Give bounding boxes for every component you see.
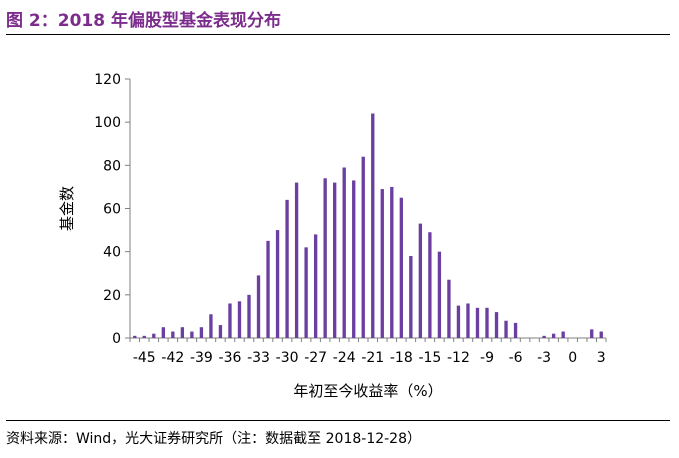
y-tick-label: 20: [103, 288, 121, 304]
bar: [513, 322, 518, 338]
bar: [447, 279, 451, 338]
bar: [590, 329, 594, 338]
x-tick-label: -30: [276, 350, 299, 366]
bar: [333, 182, 337, 338]
bar: [237, 301, 242, 338]
bar: [152, 333, 156, 338]
bar: [475, 307, 480, 338]
bar: [466, 303, 470, 338]
y-axis-label: 基金数: [58, 186, 76, 231]
title-divider: [6, 34, 670, 35]
bar: [561, 331, 565, 338]
bar: [380, 189, 384, 338]
x-tick-label: -12: [447, 350, 470, 366]
x-tick-label: -3: [537, 350, 551, 366]
y-tick-label: 80: [103, 158, 121, 174]
x-tick-label: -15: [418, 350, 441, 366]
y-tick-label: 100: [94, 115, 121, 131]
bar: [228, 303, 232, 338]
bar: [275, 230, 280, 338]
bar: [352, 180, 356, 338]
x-tick-label: -21: [361, 350, 384, 366]
bar: [304, 247, 308, 338]
x-tick-label: -42: [161, 350, 184, 366]
bar: [456, 305, 461, 338]
x-axis-label: 年初至今收益率（%）: [293, 382, 442, 400]
bar: [171, 331, 175, 338]
x-tick-label: -24: [333, 350, 356, 366]
y-tick-label: 60: [103, 202, 121, 218]
bar: [494, 312, 499, 338]
bar: [209, 314, 213, 338]
x-tick-label: -6: [509, 350, 523, 366]
bar: [485, 307, 489, 338]
x-tick-label: -18: [390, 350, 413, 366]
bar: [542, 335, 546, 338]
bar: [390, 186, 394, 338]
bar: [218, 325, 223, 338]
bar: [551, 333, 556, 338]
y-tick-label: 120: [94, 72, 121, 88]
bar: [323, 178, 327, 338]
x-tick-label: -36: [219, 350, 242, 366]
bar: [313, 234, 318, 338]
bar: [399, 197, 403, 338]
x-tick-label: -27: [304, 350, 327, 366]
y-tick-label: 0: [112, 331, 121, 347]
x-tick-label: -9: [480, 350, 494, 366]
y-tick-label: 40: [103, 245, 121, 261]
chart-title: 图 2：2018 年偏股型基金表现分布: [6, 11, 281, 31]
bar: [504, 320, 508, 338]
bar: [190, 331, 194, 338]
x-tick-label: -33: [247, 350, 270, 366]
bar: [161, 327, 165, 338]
source-divider: [6, 420, 670, 421]
x-tick-label: 0: [568, 350, 577, 366]
bar: [180, 327, 185, 338]
x-tick-label: -39: [190, 350, 213, 366]
bar: [256, 275, 261, 338]
bar: [409, 255, 413, 338]
bar: [142, 335, 146, 338]
x-tick-label: -45: [133, 350, 156, 366]
bar: [342, 167, 346, 338]
bar: [199, 327, 204, 338]
bar: [247, 294, 251, 338]
bar: [294, 182, 299, 338]
bar: [371, 113, 375, 339]
bar: [361, 156, 365, 338]
bar: [285, 199, 289, 338]
bar: [266, 240, 270, 338]
bar: [599, 331, 603, 338]
bar: [428, 232, 432, 338]
bar: [133, 335, 137, 338]
bar: [418, 223, 423, 338]
x-tick-label: 3: [597, 350, 606, 366]
bar: [437, 251, 442, 338]
source-note: 资料来源：Wind，光大证券研究所（注：数据截至 2018-12-28）: [6, 431, 421, 447]
